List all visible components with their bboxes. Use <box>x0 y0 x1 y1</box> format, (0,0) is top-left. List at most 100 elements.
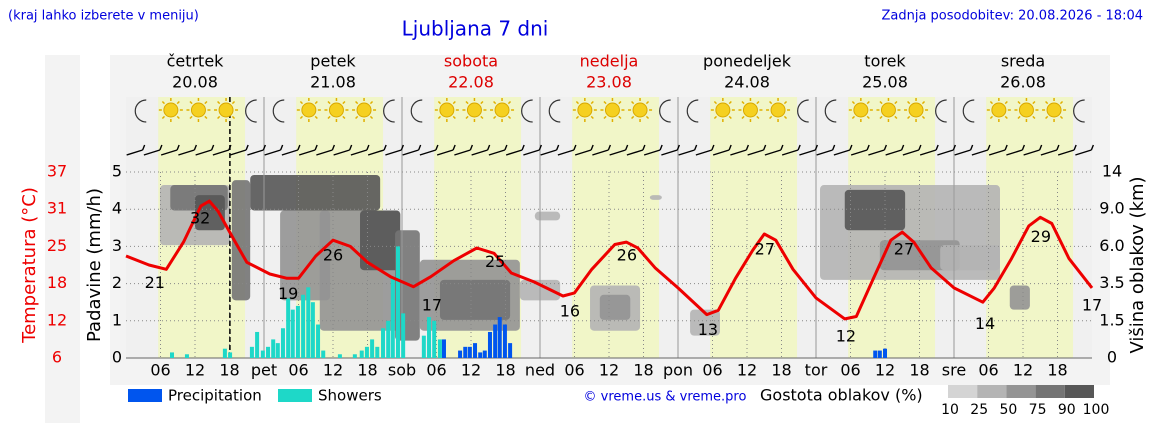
sun <box>577 102 593 118</box>
sun-icon <box>600 98 625 122</box>
temp-label: 19 <box>278 284 298 303</box>
barb-shaft <box>212 149 230 156</box>
wind-barb <box>885 144 905 156</box>
sun-ray <box>437 115 442 120</box>
sun-ray <box>1059 115 1064 120</box>
sun-ray <box>989 115 994 120</box>
sun-ray <box>713 100 718 105</box>
barb-shaft <box>643 149 661 156</box>
cloud-scale-label: 75 <box>1029 402 1047 418</box>
barb-shaft <box>126 149 143 156</box>
sun-icon <box>1014 98 1039 122</box>
sun-ray <box>921 115 926 120</box>
wind-barb <box>937 144 957 156</box>
sun-ray <box>575 115 580 120</box>
precip-bar <box>432 320 437 358</box>
sun-icon <box>186 98 211 122</box>
precip-bar <box>228 352 233 358</box>
x-tick-label: 18 <box>219 361 239 380</box>
sun <box>770 102 786 118</box>
sun-ray <box>231 100 236 105</box>
precip-bar <box>321 350 326 358</box>
barb-flag <box>607 144 612 151</box>
credit: © vreme.us & vreme.pro <box>584 390 747 405</box>
precip-bar <box>502 324 507 358</box>
sun-ray <box>465 100 469 105</box>
precip-bar <box>493 324 498 358</box>
sun <box>632 102 648 118</box>
precip-bar <box>337 354 342 358</box>
barb-flag <box>900 144 905 151</box>
barb-flag <box>918 144 922 151</box>
barb-flag <box>159 144 163 151</box>
sun-ray <box>452 115 456 120</box>
precip-bar <box>255 331 260 358</box>
precip-bar <box>280 328 285 358</box>
sun-ray <box>603 115 607 120</box>
sun-icon <box>738 98 763 122</box>
barb-shaft <box>609 149 626 156</box>
sun-ray <box>204 100 208 105</box>
precip-bar <box>421 335 426 358</box>
barb-shaft <box>350 149 368 156</box>
sun-ray <box>437 100 442 105</box>
sun-ray <box>493 100 497 105</box>
barb-flag <box>228 144 232 151</box>
sun-icon <box>324 98 349 122</box>
day-name: sreda <box>1001 52 1045 71</box>
barb-shaft <box>298 149 316 156</box>
sun-ray <box>769 100 773 105</box>
x-tick-label: 18 <box>771 361 791 380</box>
x-tick-label: ned <box>525 361 555 380</box>
sun-ray <box>575 100 580 105</box>
sun-icon <box>766 98 791 122</box>
temp-label: 27 <box>894 240 914 259</box>
barb-shaft <box>385 149 402 156</box>
sun-ray <box>603 100 607 105</box>
sun-ray <box>1017 115 1021 120</box>
barb-shaft <box>799 149 816 156</box>
barb-flag <box>176 144 180 151</box>
wind-barb <box>419 144 439 156</box>
barb-shaft <box>592 149 609 156</box>
wind-barb <box>126 144 146 156</box>
sun-icon <box>462 98 487 122</box>
y2-tick-label: 1.5 <box>1099 310 1124 329</box>
cloud-scale-label: 100 <box>1083 402 1110 418</box>
wind-barb <box>695 144 715 156</box>
x-tick-label: 12 <box>875 361 895 380</box>
precip-bar <box>184 354 189 358</box>
barb-shaft <box>488 149 506 156</box>
wind-barb <box>385 144 405 156</box>
temp-label: 27 <box>755 240 775 259</box>
sun <box>715 102 731 118</box>
sun-icon <box>434 98 459 122</box>
x-tick-label: 12 <box>323 361 343 380</box>
barb-flag <box>1038 144 1043 151</box>
barb-flag <box>297 144 301 151</box>
moon-icon <box>824 99 837 123</box>
wind-barb <box>471 144 491 156</box>
day-name: sobota <box>444 52 498 71</box>
barb-shaft <box>316 149 333 156</box>
temp-label: 32 <box>190 209 210 228</box>
x-tick-label: 06 <box>840 361 860 380</box>
sun-ray <box>314 115 318 120</box>
moon-icon <box>686 99 699 123</box>
precip-bar <box>473 343 478 358</box>
daylight-band <box>710 97 798 358</box>
moon-icon <box>797 99 809 123</box>
wind-barb <box>540 144 560 156</box>
temp-tick-label: 18 <box>47 273 67 292</box>
wind-barb <box>436 144 456 156</box>
sun-icon <box>1042 98 1067 122</box>
sun-ray <box>756 100 760 105</box>
barb-shaft <box>454 149 471 156</box>
wind-barb <box>402 144 422 156</box>
sun-ray <box>879 115 883 120</box>
cloud-cell <box>879 240 960 271</box>
temp-label: 14 <box>975 314 995 333</box>
chart-title: Ljubljana 7 dni <box>402 17 549 41</box>
precip-bar <box>295 305 300 358</box>
moon-icon <box>245 99 257 123</box>
